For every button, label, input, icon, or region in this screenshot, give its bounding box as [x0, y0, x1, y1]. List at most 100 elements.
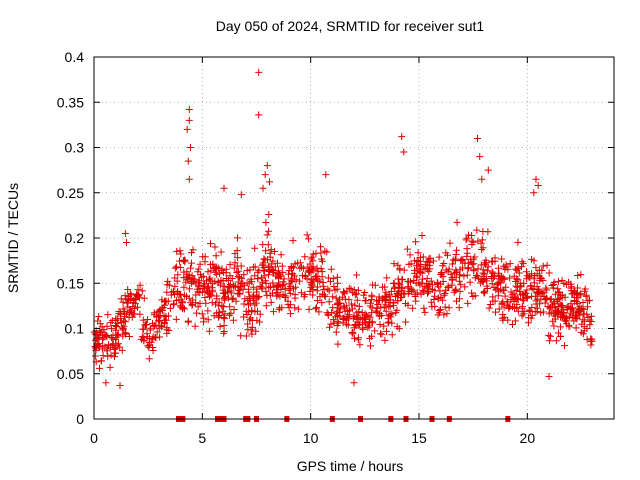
data-point [347, 300, 355, 308]
data-point [220, 295, 228, 303]
x-tick-label: 5 [198, 430, 206, 446]
data-point [512, 265, 520, 273]
data-point [156, 333, 164, 341]
data-point [409, 304, 417, 312]
data-point [180, 283, 188, 291]
data-point [104, 311, 112, 319]
data-point [234, 273, 242, 281]
data-point [266, 178, 273, 186]
data-point [456, 271, 464, 279]
data-point [478, 175, 486, 183]
data-point [260, 266, 268, 274]
data-point [185, 106, 193, 113]
data-point [319, 279, 327, 286]
data-point [144, 316, 152, 323]
data-point [564, 302, 572, 310]
data-point [387, 296, 395, 304]
data-point [397, 294, 404, 302]
data-point [388, 331, 396, 339]
data-point [179, 257, 187, 264]
data-point [554, 296, 562, 303]
data-point [362, 319, 370, 327]
data-point [124, 286, 132, 293]
data-point [313, 287, 321, 295]
data-point [305, 235, 313, 243]
data-point [380, 322, 388, 330]
data-point [518, 312, 526, 320]
data-point [224, 288, 232, 296]
data-point [294, 259, 302, 267]
data-point [539, 308, 547, 316]
data-point [261, 171, 269, 179]
data-point [285, 267, 293, 275]
data-point [482, 259, 490, 267]
data-point [229, 316, 237, 324]
data-point [411, 266, 418, 274]
data-point [474, 272, 482, 280]
data-point [523, 268, 530, 276]
data-point [488, 268, 496, 276]
data-point [149, 347, 157, 354]
data-point [559, 313, 566, 321]
data-point [527, 314, 535, 322]
data-point [171, 264, 179, 272]
data-point [468, 241, 476, 248]
data-point [143, 333, 151, 341]
data-point [100, 326, 108, 334]
data-point [463, 234, 471, 242]
data-point [551, 315, 559, 323]
data-point [187, 278, 195, 286]
data-point [535, 266, 543, 274]
data-point [245, 301, 252, 309]
data-point [495, 279, 503, 287]
data-point [396, 281, 404, 289]
data-point [265, 227, 273, 235]
data-point [484, 166, 492, 174]
data-point [206, 274, 214, 282]
data-point [329, 316, 337, 324]
y-tick-label: 0.15 [57, 275, 84, 291]
data-point [291, 304, 299, 312]
data-point [414, 249, 422, 257]
data-point [237, 332, 245, 340]
data-point [244, 320, 252, 328]
data-point [286, 289, 294, 297]
data-point [205, 276, 213, 283]
data-point [562, 317, 570, 325]
data-point [497, 273, 505, 281]
data-point [360, 291, 368, 299]
data-point [217, 276, 225, 284]
data-point [495, 264, 502, 272]
data-point [171, 274, 179, 282]
data-point [211, 264, 219, 272]
y-tick-label: 0.35 [57, 94, 84, 110]
data-point [354, 286, 362, 294]
data-point [440, 291, 448, 299]
data-point [333, 307, 341, 315]
data-point [353, 271, 361, 279]
data-point [265, 271, 272, 279]
data-point [565, 313, 573, 321]
grid-lines [94, 57, 614, 419]
data-point [125, 333, 133, 340]
data-point [249, 283, 257, 291]
data-point [177, 296, 185, 304]
data-point [332, 328, 340, 336]
data-point [156, 307, 164, 315]
x-tick-label: 20 [520, 430, 536, 446]
data-point [164, 277, 172, 285]
data-point [96, 364, 103, 372]
data-point [274, 267, 282, 275]
data-point [287, 301, 294, 309]
data-point [354, 336, 362, 344]
data-point [233, 269, 241, 276]
data-point [213, 292, 221, 300]
data-point [111, 349, 119, 357]
data-point [468, 260, 476, 268]
data-point [112, 322, 119, 329]
data-point [104, 352, 112, 360]
data-point [331, 286, 339, 294]
data-point [174, 271, 182, 279]
data-point [121, 230, 129, 237]
data-point [353, 315, 361, 323]
